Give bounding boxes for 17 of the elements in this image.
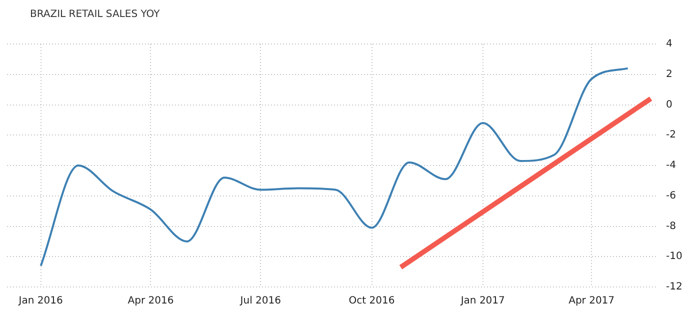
x-tick-label: Jan 2016 (18, 296, 63, 307)
y-tick-label: -4 (666, 160, 676, 172)
x-tick-label: Apr 2017 (568, 296, 615, 307)
x-tick-label: Jan 2017 (460, 296, 505, 307)
y-tick-label: -2 (666, 130, 676, 141)
y-tick-label: 4 (666, 38, 672, 50)
x-tick-label: Oct 2016 (348, 296, 395, 307)
y-tick-label: -10 (666, 251, 682, 262)
y-tick-label: 0 (666, 99, 672, 110)
y-tick-label: 2 (666, 68, 672, 80)
line-series (40, 67, 629, 267)
y-tick-label: -6 (666, 190, 676, 202)
x-tick-label: Jul 2016 (239, 296, 281, 307)
y-tick-label: -8 (666, 220, 676, 232)
x-tick-label: Apr 2016 (128, 296, 174, 307)
y-tick-label: -12 (666, 282, 682, 293)
chart-title: BRAZIL RETAIL SALES YOY (30, 9, 160, 20)
